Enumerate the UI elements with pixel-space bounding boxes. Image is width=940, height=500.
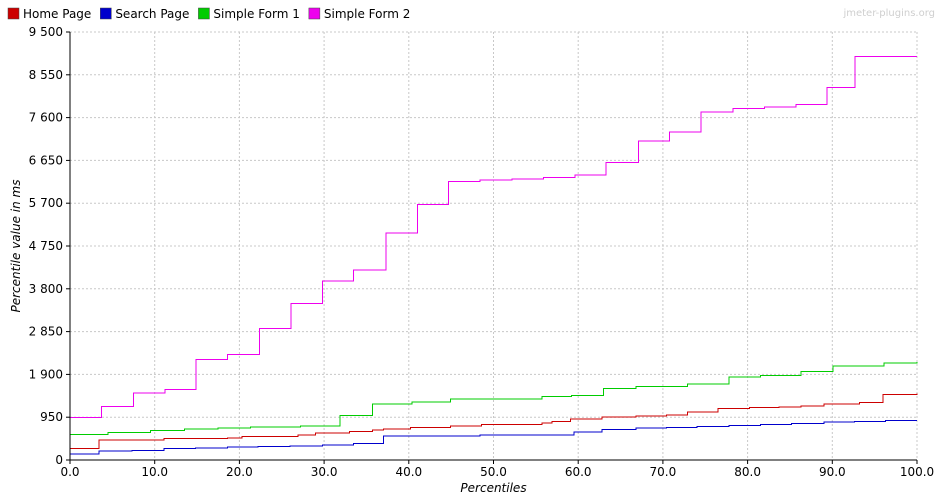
y-tick-label: 9 500 [29, 25, 63, 39]
x-axis-label: Percentiles [460, 481, 526, 495]
x-tick-labels: 0.0 10.0 20.0 30.0 40.0 50.0 60.0 70.0 80.0 90.0 1… [60, 465, 934, 479]
y-tick-label: 1 900 [29, 367, 63, 381]
legend-label: Simple Form 2 [324, 7, 410, 21]
y-tick-label: 2 850 [29, 325, 63, 339]
y-axis-label: Percentile value in ms [9, 180, 23, 313]
x-tick-label: 30.0 [311, 465, 338, 479]
legend-label: Home Page [23, 7, 91, 21]
y-tick-label: 8 550 [29, 68, 63, 82]
y-tick-label: 0 [55, 453, 63, 467]
x-tick-label: 90.0 [819, 465, 846, 479]
legend-label: Simple Form 1 [213, 7, 299, 21]
x-tick-label: 60.0 [565, 465, 592, 479]
legend-swatch [100, 7, 112, 20]
series-layer [70, 55, 918, 455]
y-tick-labels: 0 950 1 900 2 850 3 800 4 750 5 700 6 650 7 600 8… [29, 25, 63, 467]
y-tick-label: 7 600 [29, 111, 63, 125]
x-tick-label: 80.0 [734, 465, 761, 479]
y-tick-label: 6 650 [29, 153, 63, 167]
legend-swatch [7, 7, 20, 20]
legend-item: Home Page [7, 7, 91, 21]
chart-grid [69, 31, 918, 461]
x-tick-label: 70.0 [650, 465, 677, 479]
legend-item: Simple Form 2 [308, 7, 410, 21]
legend-item: Simple Form 1 [198, 7, 300, 21]
x-tick-label: 0.0 [60, 465, 79, 479]
y-tick-label: 5 700 [29, 196, 63, 210]
legend-swatch [198, 7, 210, 20]
y-tick-label: 3 800 [29, 282, 63, 296]
series-line-search-page [70, 419, 917, 455]
x-tick-label: 40.0 [395, 465, 422, 479]
y-tick-label: 950 [40, 410, 63, 424]
series-line-home-page [70, 393, 918, 450]
chart-axes [66, 31, 918, 464]
x-tick-label: 20.0 [226, 465, 253, 479]
x-tick-label: 100.0 [900, 465, 934, 479]
x-tick-label: 10.0 [141, 465, 168, 479]
series-line-simple-form-1 [70, 361, 918, 435]
y-tick-label: 4 750 [29, 239, 63, 253]
chart-legend: Home Page Search Page Simple Form 1 Simple … [7, 7, 410, 21]
legend-item: Search Page [100, 7, 189, 21]
legend-swatch [308, 7, 321, 20]
legend-label: Search Page [115, 7, 189, 21]
series-line-simple-form-2 [70, 55, 917, 419]
x-tick-label: 50.0 [480, 465, 507, 479]
watermark-text: jmeter-plugins.org [842, 8, 935, 19]
